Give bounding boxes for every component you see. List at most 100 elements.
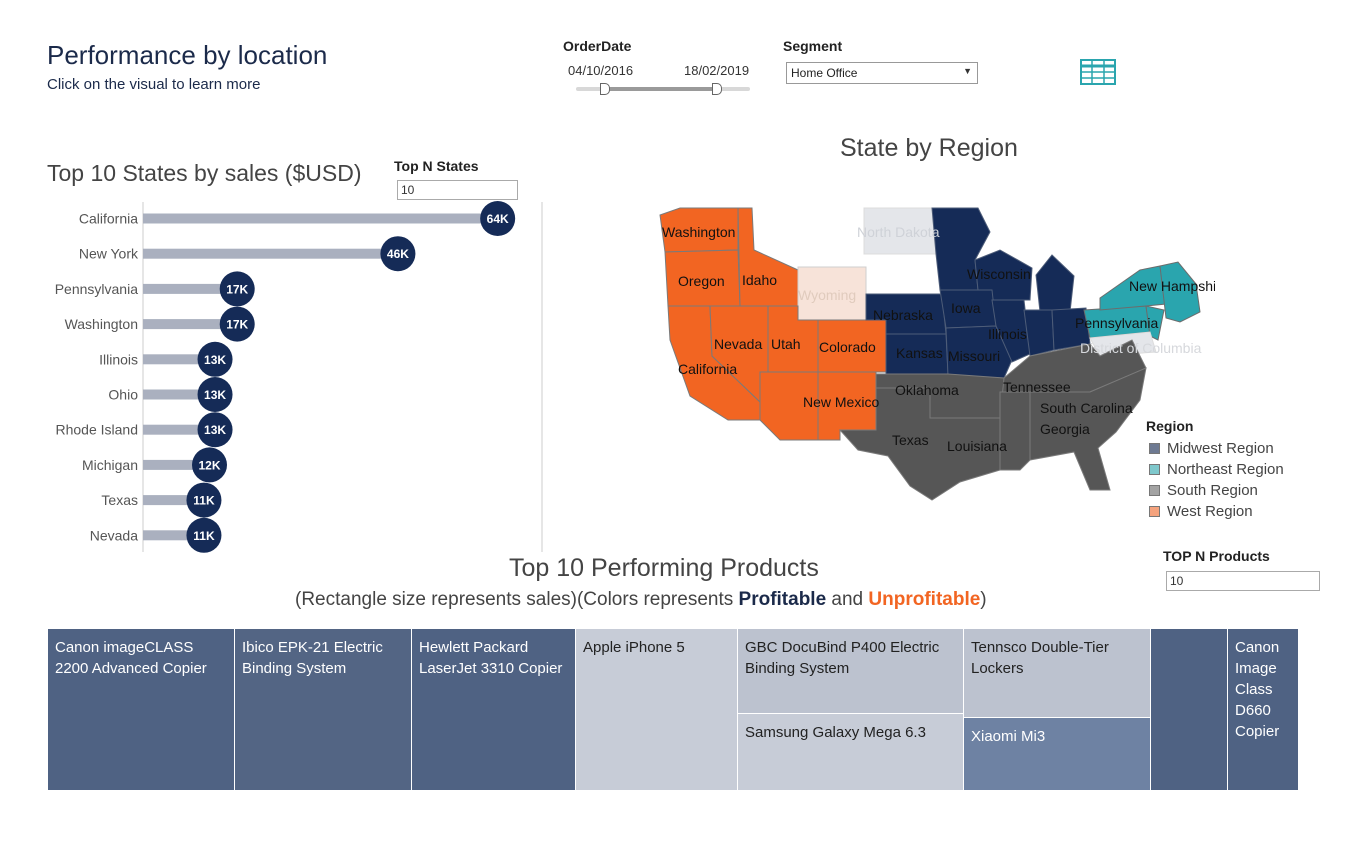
topn-states-input[interactable]: 10 (397, 180, 518, 200)
bar-value-marker[interactable] (192, 447, 227, 483)
order-date-start[interactable]: 04/10/2016 (568, 63, 634, 78)
bar-value-marker[interactable] (219, 271, 255, 307)
treemap-tile[interactable]: GBC DocuBind P400 Electric Binding Syste… (738, 629, 964, 714)
state-label: North Dakota (857, 224, 940, 240)
region-legend-title: Region (1146, 418, 1194, 434)
west-region-shapes[interactable] (659, 207, 887, 441)
bar-data-label: 13K (204, 388, 226, 402)
treemap-tile[interactable]: Ibico EPK-21 Electric Binding System (235, 629, 412, 791)
segment-selected-value: Home Office (791, 66, 858, 80)
state-label: Wisconsin (967, 266, 1031, 282)
state-label: California (678, 361, 737, 377)
legend-label: West Region (1167, 503, 1253, 520)
state-label: Pennsylvania (1075, 315, 1158, 331)
treemap-tile[interactable]: Hewlett Packard LaserJet 3310 Copier (412, 629, 576, 791)
state-label: Wyoming (798, 287, 856, 303)
bar[interactable] (143, 213, 498, 224)
bar-category-label: Washington (65, 316, 138, 332)
bar-value-marker[interactable] (197, 412, 233, 448)
state-label: Idaho (742, 272, 777, 288)
state-label: Texas (892, 432, 929, 448)
state-louisiana-arkansas[interactable] (999, 391, 1031, 471)
bar-category-label: Michigan (82, 457, 138, 473)
bar-category-label: Ohio (108, 387, 138, 403)
treemap-tile[interactable]: Canon imageCLASS 2200 Advanced Copier (48, 629, 235, 791)
topn-states-label: Top N States (394, 158, 479, 174)
bar-value-marker[interactable] (186, 517, 222, 553)
state-new-england[interactable] (1159, 261, 1201, 323)
treemap-tile[interactable]: Xiaomi Mi3 (964, 718, 1151, 791)
order-date-end[interactable]: 18/02/2019 (684, 63, 750, 78)
bar-value-marker[interactable] (197, 341, 233, 377)
bar[interactable] (143, 354, 216, 365)
state-label: Illinois (988, 326, 1027, 342)
state-label: District of Columbia (1080, 340, 1202, 356)
order-date-slider-range[interactable] (604, 87, 716, 91)
bar-data-label: 11K (193, 529, 215, 543)
treemap-tile[interactable]: Tennsco Double-Tier Lockers (964, 629, 1151, 718)
state-label: Missouri (948, 348, 1000, 364)
bar-value-marker[interactable] (197, 377, 233, 412)
topn-products-input[interactable]: 10 (1166, 571, 1320, 591)
topn-products-label: TOP N Products (1163, 548, 1270, 564)
state-region-map[interactable]: Washington Oregon Idaho Wyoming North Da… (655, 205, 1215, 505)
treemap-tile[interactable] (1151, 629, 1228, 791)
bar-chart-title: Top 10 States by sales ($USD) (47, 160, 362, 186)
bar-data-label: 13K (204, 353, 226, 367)
table-grid-icon[interactable] (1080, 59, 1116, 85)
legend-item[interactable]: Northeast Region (1149, 461, 1284, 478)
chevron-down-icon[interactable]: ▼ (963, 66, 972, 76)
bar[interactable] (143, 424, 216, 435)
order-date-end-handle[interactable] (712, 83, 722, 95)
legend-label: Midwest Region (1167, 440, 1274, 457)
midwest-region-shapes[interactable] (863, 207, 1091, 379)
treemap-tile[interactable]: Apple iPhone 5 (576, 629, 738, 791)
state-label: Oregon (678, 273, 725, 289)
treemap-tile[interactable]: Samsung Galaxy Mega 6.3 (738, 714, 964, 791)
state-southeast[interactable] (1029, 367, 1147, 491)
state-michigan[interactable] (1035, 254, 1075, 313)
state-label: Iowa (951, 300, 981, 316)
treemap-tile[interactable]: Canon Image Class D660 Copier (1228, 629, 1299, 791)
state-idaho[interactable] (737, 207, 799, 307)
state-missouri[interactable] (945, 325, 1013, 379)
state-label: Kansas (896, 345, 943, 361)
bar[interactable] (143, 530, 204, 541)
state-new-jersey[interactable] (1145, 305, 1165, 341)
state-label: Louisiana (947, 438, 1007, 454)
legend-item[interactable]: Midwest Region (1149, 440, 1274, 457)
bar[interactable] (143, 459, 210, 470)
state-label: South Carolina (1040, 400, 1133, 416)
state-label: New Mexico (803, 394, 879, 410)
northeast-region-shapes[interactable] (1083, 261, 1201, 341)
bar-category-label: Nevada (90, 527, 138, 543)
bar[interactable] (143, 283, 238, 294)
bar-data-label: 46K (387, 247, 409, 261)
bar-value-marker[interactable] (186, 482, 222, 518)
state-illinois[interactable] (991, 299, 1031, 363)
treemap-subtitle: (Rectangle size represents sales)(Colors… (295, 589, 987, 611)
state-label: Nevada (714, 336, 762, 352)
bar[interactable] (143, 495, 204, 506)
state-label: Nebraska (873, 307, 933, 323)
segment-dropdown[interactable]: Home Office ▼ (786, 62, 978, 84)
top-states-bar-chart[interactable]: California 64K New York 46K Pennsylvania 17K W… (0, 200, 560, 560)
bar-value-marker[interactable] (219, 306, 255, 342)
legend-item[interactable]: South Region (1149, 482, 1258, 499)
bar-data-label: 17K (226, 318, 248, 332)
bar[interactable] (143, 319, 238, 330)
state-label: Georgia (1040, 421, 1090, 437)
bar[interactable] (143, 389, 216, 400)
legend-swatch (1149, 443, 1160, 454)
map-title: State by Region (840, 134, 1018, 162)
bar-data-label: 17K (226, 282, 248, 296)
bar-value-marker[interactable] (480, 201, 516, 236)
bar-value-marker[interactable] (380, 236, 416, 272)
state-arizona[interactable] (759, 371, 819, 441)
order-date-start-handle[interactable] (600, 83, 610, 95)
products-treemap[interactable]: Canon imageCLASS 2200 Advanced Copier Ibi… (48, 629, 1299, 791)
bar[interactable] (143, 248, 398, 259)
south-region-shapes[interactable] (838, 331, 1157, 501)
bar-data-label: 64K (487, 212, 509, 226)
legend-item[interactable]: West Region (1149, 503, 1253, 520)
